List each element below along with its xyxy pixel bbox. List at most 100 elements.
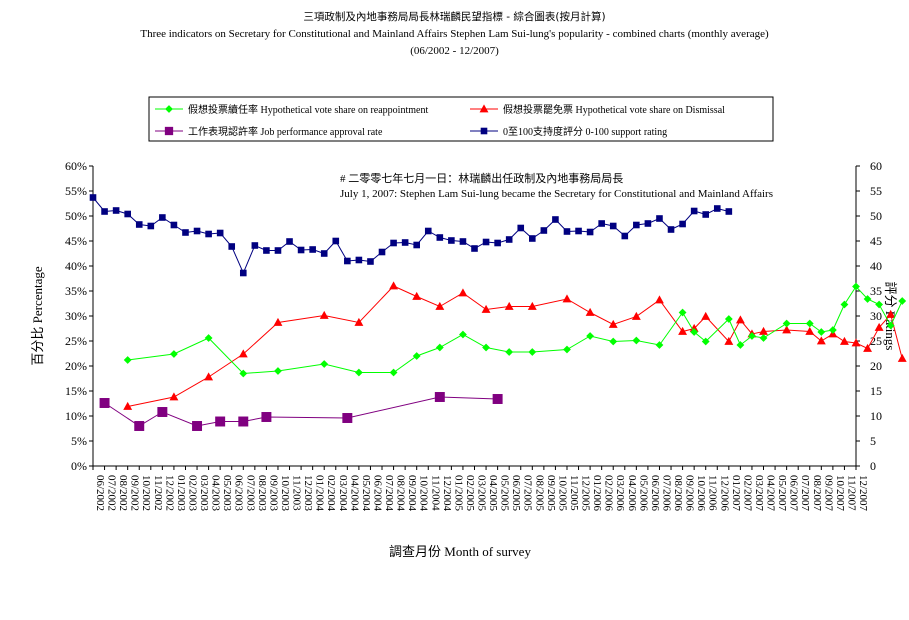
- x-tick-label: 12/2006: [718, 475, 730, 512]
- x-tick-label: 07/2005: [522, 475, 534, 512]
- data-point: [112, 207, 120, 214]
- x-tick-label: 05/2006: [637, 475, 649, 512]
- y-tick-label-left: 10%: [65, 409, 87, 423]
- data-point: [667, 226, 675, 233]
- y-tick-label-left: 60%: [65, 159, 87, 173]
- data-point: [609, 337, 618, 346]
- data-point: [517, 224, 525, 232]
- x-tick-label: 01/2006: [591, 475, 603, 512]
- x-tick-label: 11/2003: [291, 475, 303, 511]
- data-point: [621, 232, 629, 240]
- data-point: [586, 332, 595, 340]
- x-tick-label: 08/2003: [256, 475, 268, 512]
- data-point: [412, 352, 421, 360]
- x-tick-label: 08/2005: [533, 475, 545, 512]
- x-tick-label: 04/2003: [210, 475, 222, 512]
- y-tick-label-right: 40: [870, 259, 882, 273]
- x-tick-label: 04/2007: [765, 475, 777, 512]
- x-tick-label: 10/2003: [279, 475, 291, 512]
- data-point: [401, 239, 409, 246]
- series-line: [127, 285, 903, 375]
- data-point: [435, 301, 445, 310]
- data-point: [586, 228, 594, 236]
- x-tick-label: 07/2006: [660, 475, 672, 512]
- legend-marker: [479, 104, 489, 113]
- x-tick-label: 08/2006: [672, 475, 684, 512]
- data-point: [874, 322, 884, 331]
- legend-marker: [165, 105, 173, 113]
- data-point: [562, 294, 572, 303]
- series-2: [99, 392, 503, 431]
- x-tick-label: 12/2007: [857, 475, 869, 512]
- data-point: [898, 297, 907, 305]
- x-tick-label: 11/2004: [429, 475, 441, 511]
- x-tick-label: 11/2002: [152, 475, 164, 511]
- x-tick-label: 03/2004: [337, 475, 349, 512]
- data-point: [702, 211, 710, 218]
- data-point: [690, 328, 699, 336]
- data-point: [204, 372, 214, 381]
- x-tick-label: 06/2006: [649, 475, 661, 512]
- data-point: [134, 421, 145, 431]
- data-point: [354, 317, 364, 326]
- data-point: [482, 343, 490, 352]
- data-point: [251, 242, 259, 249]
- data-point: [631, 311, 641, 320]
- data-point: [805, 326, 815, 335]
- x-tick-label: 01/2007: [730, 475, 742, 512]
- series-line: [104, 396, 498, 427]
- data-point: [656, 215, 663, 222]
- data-point: [389, 368, 398, 377]
- x-tick-label: 05/2007: [776, 475, 788, 512]
- data-point: [274, 367, 282, 375]
- data-point: [342, 413, 353, 423]
- data-point: [89, 194, 97, 201]
- legend-label: 工作表現認許率 Job performance approval rate: [188, 125, 383, 138]
- data-point: [332, 237, 340, 245]
- data-point: [389, 281, 399, 290]
- data-point: [678, 308, 687, 317]
- data-point: [632, 336, 641, 345]
- data-point: [412, 291, 422, 300]
- data-point: [309, 246, 316, 253]
- x-tick-label: 03/2005: [476, 475, 488, 512]
- data-point: [528, 348, 537, 356]
- series-3: [89, 194, 733, 277]
- x-tick-label: 03/2007: [753, 475, 765, 512]
- y-tick-label-right: 55: [870, 184, 882, 198]
- x-tick-label: 07/2004: [383, 475, 395, 512]
- x-tick-label: 06/2002: [94, 475, 106, 511]
- data-point: [286, 238, 293, 245]
- data-point: [390, 239, 397, 247]
- data-point: [644, 220, 652, 227]
- y-tick-label-right: 50: [870, 209, 882, 223]
- x-tick-label: 10/2005: [556, 475, 568, 512]
- data-point: [633, 221, 640, 229]
- y-tick-label-left: 40%: [65, 259, 87, 273]
- data-point: [782, 319, 791, 328]
- x-tick-label: 06/2003: [233, 475, 245, 512]
- data-point: [701, 337, 710, 346]
- series-1: [123, 281, 907, 410]
- x-tick-label: 02/2004: [325, 475, 337, 512]
- x-tick-label: 10/2002: [140, 475, 152, 511]
- x-tick-label: 02/2005: [464, 475, 476, 512]
- x-tick-label: 08/2007: [811, 475, 823, 512]
- data-point: [216, 229, 224, 237]
- data-point: [169, 392, 179, 401]
- data-point: [816, 336, 826, 345]
- data-point: [529, 235, 536, 242]
- data-point: [413, 241, 420, 249]
- y-tick-label-left: 0%: [71, 459, 87, 473]
- y-tick-label-left: 45%: [65, 234, 87, 248]
- data-point: [492, 394, 503, 404]
- y-tick-label-left: 25%: [65, 334, 87, 348]
- x-tick-label: 02/2006: [603, 475, 615, 512]
- x-tick-label: 04/2006: [626, 475, 638, 512]
- data-point: [527, 301, 537, 310]
- data-point: [505, 348, 514, 356]
- data-point: [101, 208, 108, 215]
- data-point: [238, 416, 249, 427]
- data-point: [736, 341, 745, 349]
